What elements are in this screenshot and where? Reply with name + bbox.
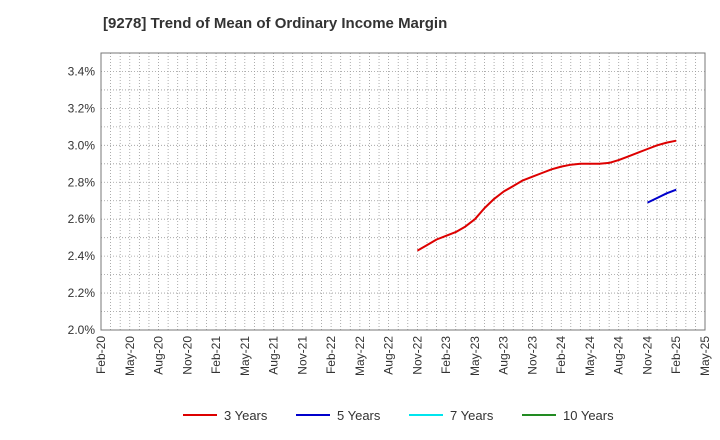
x-tick-label: May-21 bbox=[238, 336, 252, 376]
series-line-5-years bbox=[647, 188, 677, 204]
legend-label: 10 Years bbox=[563, 408, 614, 423]
x-tick-label: Nov-21 bbox=[295, 336, 309, 375]
y-tick-label: 3.2% bbox=[68, 101, 96, 115]
plot-area-border bbox=[100, 52, 706, 331]
x-tick-label: Feb-23 bbox=[439, 336, 453, 374]
x-tick-label: Aug-21 bbox=[267, 336, 281, 375]
legend-label: 3 Years bbox=[224, 408, 268, 423]
x-axis-ticks: Feb-20 May-20 Aug-20 Nov-20 Feb-21 May-21 Aug-… bbox=[94, 336, 712, 376]
x-tick-label: Feb-25 bbox=[669, 336, 683, 374]
x-tick-label: Aug-24 bbox=[612, 336, 626, 375]
y-tick-label: 3.4% bbox=[68, 64, 96, 78]
x-tick-label: Nov-20 bbox=[180, 336, 194, 375]
x-tick-label: Feb-24 bbox=[554, 336, 568, 374]
legend: 3 Years 5 Years 7 Years 10 Years bbox=[183, 408, 614, 423]
x-tick-label: Nov-23 bbox=[525, 336, 539, 375]
legend-label: 5 Years bbox=[337, 408, 381, 423]
x-tick-label: Nov-24 bbox=[640, 336, 654, 375]
series-layer bbox=[416, 139, 677, 252]
y-tick-label: 2.4% bbox=[68, 249, 96, 263]
x-tick-label: May-22 bbox=[353, 336, 367, 376]
y-tick-label: 2.8% bbox=[68, 175, 96, 189]
x-tick-label: May-20 bbox=[123, 336, 137, 376]
x-tick-label: Aug-23 bbox=[497, 336, 511, 375]
series-line-3-years bbox=[416, 139, 677, 252]
x-tick-label: Aug-22 bbox=[382, 336, 396, 375]
grid-layer bbox=[100, 52, 706, 331]
x-tick-label: Feb-20 bbox=[94, 336, 108, 374]
x-tick-label: Nov-22 bbox=[410, 336, 424, 375]
y-tick-label: 2.6% bbox=[68, 212, 96, 226]
x-tick-label: May-23 bbox=[468, 336, 482, 376]
x-tick-label: Feb-21 bbox=[209, 336, 223, 374]
y-tick-label: 3.0% bbox=[68, 138, 96, 152]
chart-title: [9278] Trend of Mean of Ordinary Income … bbox=[103, 15, 448, 32]
x-tick-label: Feb-22 bbox=[324, 336, 338, 374]
y-axis-ticks: 2.0% 2.2% 2.4% 2.6% 2.8% 3.0% 3.2% 3.4% bbox=[68, 64, 96, 337]
x-tick-label: May-25 bbox=[698, 336, 712, 376]
legend-label: 7 Years bbox=[450, 408, 494, 423]
y-tick-label: 2.2% bbox=[68, 286, 96, 300]
y-tick-label: 2.0% bbox=[68, 323, 96, 337]
x-tick-label: May-24 bbox=[583, 336, 597, 376]
x-tick-label: Aug-20 bbox=[152, 336, 166, 375]
